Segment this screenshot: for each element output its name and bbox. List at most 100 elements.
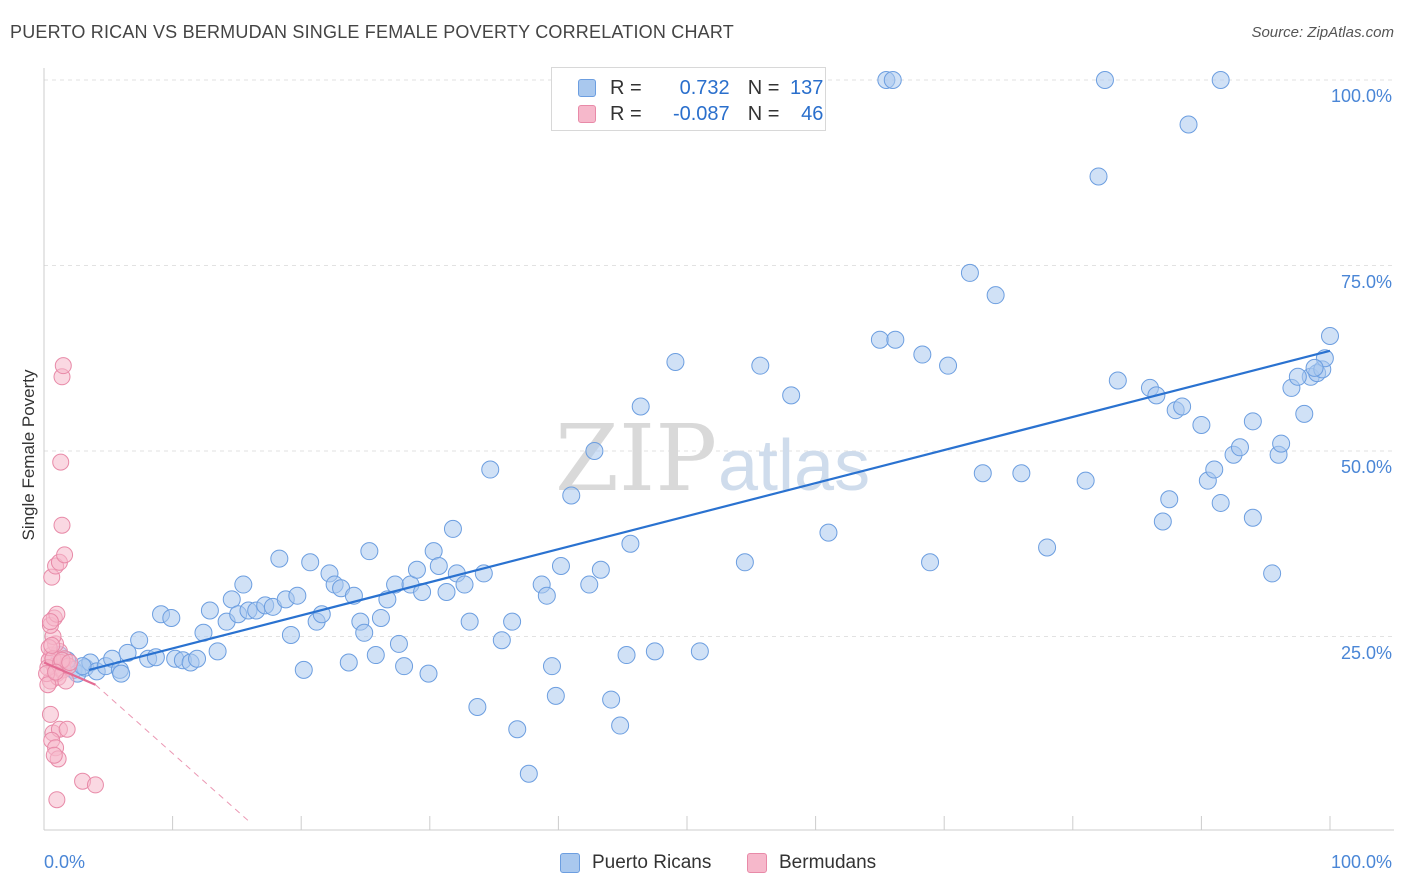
puerto-rican-point (1205, 460, 1224, 479)
y-tick-label: 100.0% (1330, 86, 1392, 106)
puerto-rican-point (1288, 367, 1307, 386)
y-tick-label: 25.0% (1340, 642, 1392, 663)
puerto-rican-point (519, 764, 538, 783)
bermudan-point (86, 776, 104, 794)
legend-n-label: N = (747, 76, 780, 99)
puerto-rican-point (921, 553, 940, 572)
puerto-rican-point (118, 643, 137, 662)
puerto-rican-point (1173, 397, 1192, 416)
puerto-rican-point (591, 560, 610, 579)
y-tick-label: 50.0% (1340, 457, 1392, 477)
puerto-rican-point (355, 623, 374, 642)
legend-r-value: -0.087 (672, 102, 730, 125)
puerto-rican-point (1243, 508, 1262, 527)
bottom-legend-bermudans: Bermudans (747, 852, 876, 874)
puerto-rican-point (735, 553, 754, 572)
puerto-rican-point (973, 464, 992, 483)
puerto-rican-point (234, 575, 253, 594)
puerto-rican-point (1089, 167, 1108, 186)
puerto-rican-point (1108, 371, 1127, 390)
puerto-rican-point (130, 631, 149, 650)
puerto-rican-point (222, 590, 241, 609)
puerto-rican-point (1038, 538, 1057, 557)
bermudan-point (39, 676, 57, 694)
bermudan-point (45, 746, 63, 764)
bottom-legend-label: Bermudans (779, 852, 877, 873)
puerto-rican-point (986, 286, 1005, 305)
gridlines (44, 79, 1394, 637)
puerto-rican-point (455, 575, 474, 594)
puerto-rican-point (666, 352, 685, 371)
puerto-rican-point (468, 697, 487, 716)
puerto-rican-point (112, 664, 131, 683)
legend-r-label: R = (610, 102, 642, 125)
puerto-rican-point (419, 664, 438, 683)
legend-n-value: 46 (801, 102, 824, 125)
puerto-rican-point (270, 549, 289, 568)
bermudan-point (41, 705, 59, 723)
puerto-rican-point (537, 586, 556, 605)
correlation-legend: R = 0.732 N = 137 R = -0.087 N = 46 (551, 67, 826, 131)
puerto-rican-point (751, 356, 770, 375)
bermudan-points (38, 357, 104, 809)
puerto-rican-point (585, 442, 604, 460)
puerto-rican-point (162, 608, 181, 627)
puerto-rican-point (503, 612, 522, 631)
puerto-rican-point (1179, 115, 1198, 134)
puerto-rican-point (437, 582, 456, 601)
puerto-rican-point (1153, 512, 1172, 531)
legend-r-label: R = (610, 76, 642, 99)
puerto-rican-point (546, 686, 565, 705)
puerto-rican-point (1076, 471, 1095, 490)
bermudan-point (54, 357, 72, 375)
puerto-rican-point (288, 586, 307, 605)
bermudan-trend-line (43, 661, 96, 686)
puerto-rican-point (617, 646, 636, 665)
puerto-rican-trend-line (88, 349, 1331, 671)
trend-lines (43, 349, 1331, 823)
puerto-rican-point (1272, 434, 1291, 453)
bottom-legend-swatch-blue (560, 853, 580, 873)
legend-n-value: 137 (790, 76, 824, 99)
puerto-rican-point (602, 690, 621, 709)
chart-title: PUERTO RICAN VS BERMUDAN SINGLE FEMALE P… (10, 22, 734, 42)
puerto-rican-point (562, 486, 581, 505)
puerto-rican-point (443, 519, 462, 538)
bermudan-point (61, 653, 79, 671)
legend-row-puerto-ricans: R = 0.732 N = 137 (578, 76, 823, 100)
bottom-legend-label: Puerto Ricans (592, 852, 712, 873)
puerto-rican-point (690, 642, 709, 661)
puerto-rican-point (481, 460, 500, 479)
bermudan-point (56, 546, 74, 564)
puerto-rican-point (1211, 493, 1230, 512)
y-tick-label: 75.0% (1340, 271, 1392, 292)
puerto-rican-point (645, 642, 664, 661)
puerto-rican-point (580, 575, 599, 594)
puerto-rican-point (1305, 358, 1324, 377)
puerto-rican-point (819, 523, 838, 542)
puerto-rican-point (886, 330, 905, 349)
legend-r-value: 0.732 (679, 76, 730, 99)
bermudan-point (52, 453, 70, 471)
axes (43, 68, 1394, 831)
puerto-rican-point (208, 642, 227, 661)
puerto-rican-point (508, 720, 527, 739)
puerto-rican-point (1211, 71, 1230, 89)
puerto-rican-point (429, 557, 448, 576)
bottom-legend-puerto-ricans: Puerto Ricans (560, 852, 711, 874)
watermark-zip: ZIP (555, 405, 717, 512)
puerto-rican-point (913, 345, 932, 364)
puerto-rican-point (389, 634, 408, 653)
puerto-rican-point (883, 71, 902, 89)
watermark-atlas: atlas (718, 426, 870, 506)
puerto-rican-point (366, 646, 385, 665)
bottom-legend-swatch-pink (747, 853, 767, 873)
puerto-rican-point (960, 263, 979, 282)
puerto-rican-point (281, 626, 300, 645)
bermudan-point (58, 720, 76, 738)
puerto-rican-point (492, 631, 511, 650)
puerto-rican-point (1321, 326, 1339, 345)
puerto-rican-point (611, 716, 630, 735)
chart-source: Source: ZipAtlas.com (1251, 24, 1394, 41)
puerto-rican-point (200, 601, 219, 620)
